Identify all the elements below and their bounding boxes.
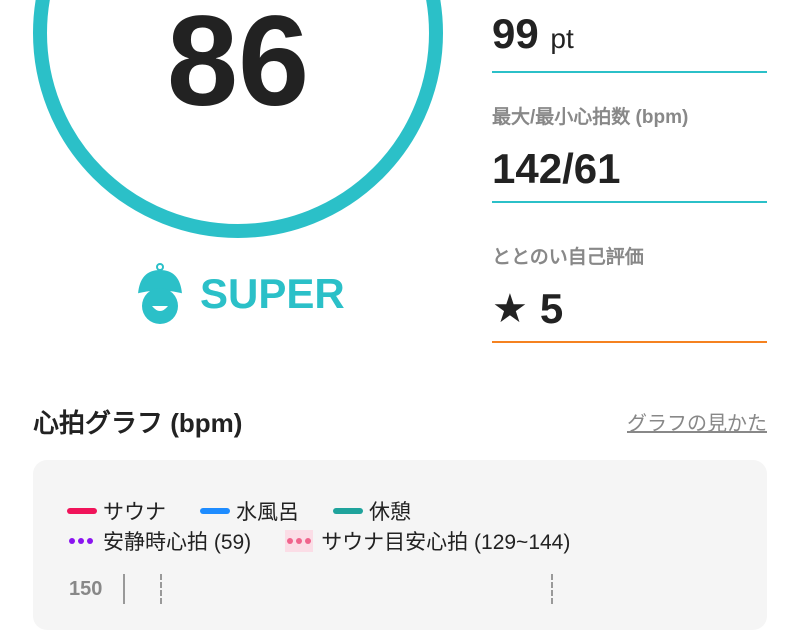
resting-hr-dots — [67, 530, 95, 552]
divider — [492, 201, 767, 203]
phase-divider — [551, 574, 553, 604]
legend-label: 安静時心拍 (59) — [103, 531, 252, 554]
heart-rate-value: 142/61 — [492, 145, 621, 192]
heart-rate-label: 最大/最小心拍数 (bpm) — [492, 107, 689, 128]
legend-cold-bath: 水風呂 — [200, 496, 299, 526]
stat-points: 99 pt — [492, 8, 767, 73]
legend-reference-lines: 安静時心拍 (59) サウナ目安心拍 (129~144) — [67, 526, 604, 556]
legend-resting-hr: 安静時心拍 (59) — [67, 526, 251, 556]
divider — [492, 71, 767, 73]
rest-swatch — [333, 508, 363, 514]
legend-label: 休憩 — [369, 501, 411, 524]
legend-label: サウナ — [103, 501, 166, 524]
graph-howto-link[interactable]: グラフの見かた — [627, 413, 767, 435]
sauna-swatch — [67, 508, 97, 514]
legend-rest: 休憩 — [333, 496, 411, 526]
heart-rate-graph-card: サウナ 水風呂 休憩 安静時心拍 (59) サウナ目安心拍 (129~144) … — [33, 460, 767, 630]
phase-divider — [160, 574, 162, 604]
legend-sauna: サウナ — [67, 496, 166, 526]
self-rating-label: ととのい自己評価 — [492, 247, 644, 268]
sauna-target-dots — [285, 530, 314, 552]
cold-bath-swatch — [200, 508, 230, 514]
points-unit: pt — [550, 23, 574, 54]
stat-self-rating: ととのい自己評価 ★ 5 — [492, 242, 767, 343]
divider — [492, 341, 767, 343]
graph-title: 心拍グラフ (bpm) — [33, 408, 243, 438]
legend-label: 水風呂 — [236, 501, 299, 524]
legend-label: サウナ目安心拍 (129~144) — [321, 531, 571, 554]
y-tick-150: 150 — [69, 578, 103, 600]
stat-heart-rate: 最大/最小心拍数 (bpm) 142/61 — [492, 102, 767, 203]
sauna-hat-face-icon — [133, 263, 187, 324]
self-rating-value: 5 — [539, 285, 564, 332]
star-icon: ★ — [492, 287, 528, 331]
y-axis — [123, 574, 125, 604]
rank-label: SUPER — [200, 270, 345, 317]
rank-badge: SUPER — [132, 262, 345, 326]
points-value: 99 — [492, 10, 539, 57]
legend-sauna-target-hr: サウナ目安心拍 (129~144) — [285, 526, 570, 556]
totonoi-score: 86 — [166, 0, 310, 133]
legend-phases: サウナ 水風呂 休憩 — [67, 496, 445, 526]
